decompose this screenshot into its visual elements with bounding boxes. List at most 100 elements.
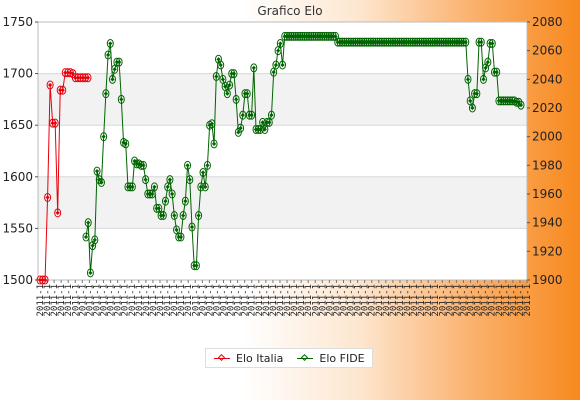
legend: Elo Italia Elo FIDE [205, 348, 373, 368]
data-point-elo-fide [482, 63, 490, 73]
data-marker-elo-italia [55, 210, 60, 216]
data-point-elo-fide [102, 89, 110, 99]
data-marker-elo-italia [47, 82, 53, 88]
data-marker-elo-fide [181, 213, 186, 218]
x-tick-label: 2011-1 [474, 284, 484, 317]
data-point-elo-fide [517, 100, 525, 110]
data-marker-elo-fide [216, 57, 221, 62]
data-point-elo-fide [488, 39, 496, 48]
data-marker-elo-fide [183, 199, 188, 204]
x-tick-label: 2011-1 [438, 284, 448, 317]
data-marker-elo-fide [178, 234, 184, 240]
right-tick-label: 2000 [532, 130, 563, 144]
data-point-elo-italia [51, 118, 59, 128]
data-point-elo-fide [106, 39, 114, 48]
grid-band [38, 73, 527, 126]
legend-label-elo-fide: Elo FIDE [319, 351, 365, 365]
x-tick-label: 2011-1 [332, 284, 342, 317]
data-point-elo-fide [82, 232, 90, 242]
data-point-elo-fide [86, 268, 94, 278]
data-point-elo-fide [237, 123, 245, 133]
data-marker-elo-fide [110, 77, 115, 82]
x-tick-label: 2011-1 [149, 284, 159, 317]
x-tick-label: 2011-1 [184, 284, 194, 317]
data-marker-elo-fide [225, 91, 230, 96]
data-point-elo-fide [468, 103, 476, 113]
x-tick-label: 2011-1 [516, 284, 526, 317]
x-tick-label: 2011-1 [424, 284, 434, 317]
data-point-elo-fide [139, 160, 147, 170]
legend-item-elo-fide: Elo FIDE [297, 351, 365, 365]
x-tick-label: 2011-1 [43, 284, 53, 317]
data-marker-elo-fide [94, 168, 100, 174]
data-marker-elo-fide [234, 97, 239, 102]
grid-band [38, 176, 527, 229]
x-tick-label: 2011-1 [361, 284, 371, 317]
data-point-elo-fide [89, 241, 97, 251]
data-point-elo-fide [166, 175, 174, 185]
x-tick-label: 2011-1 [417, 284, 427, 317]
data-point-elo-fide [210, 139, 218, 149]
data-point-elo-fide [243, 89, 251, 99]
data-marker-elo-fide [150, 191, 155, 197]
data-marker-elo-fide [123, 141, 128, 146]
x-tick-label: 2011-1 [163, 284, 173, 317]
data-point-elo-fide [515, 97, 523, 107]
data-point-elo-fide [104, 50, 112, 60]
data-marker-elo-fide [99, 180, 104, 185]
right-tick-label: 1980 [532, 158, 563, 172]
data-marker-elo-fide [141, 163, 146, 168]
data-point-elo-fide [150, 182, 158, 192]
left-tick-label: 1700 [2, 67, 33, 81]
x-tick-label: 2011-1 [142, 284, 152, 317]
x-tick-label: 2011-1 [297, 284, 307, 317]
data-point-elo-fide [232, 94, 240, 104]
data-point-elo-fide [117, 94, 125, 104]
x-tick-label: 2011-1 [290, 284, 300, 317]
data-marker-elo-fide [161, 213, 166, 218]
legend-item-elo-italia: Elo Italia [214, 352, 283, 365]
data-point-elo-fide [188, 222, 196, 232]
x-tick-label: 2011-1 [276, 284, 286, 317]
right-tick-label: 1900 [532, 273, 563, 287]
data-point-elo-italia [59, 85, 67, 95]
x-tick-label: 2011-1 [212, 284, 222, 317]
x-tick-label: 2011-1 [452, 284, 462, 317]
data-marker-elo-fide [227, 82, 232, 88]
data-marker-elo-fide [231, 71, 237, 76]
x-tick-label: 2011-1 [128, 284, 138, 317]
x-tick-label: 2011-1 [248, 284, 258, 317]
data-point-elo-fide [84, 218, 92, 228]
plot-border [37, 21, 528, 281]
data-point-elo-fide [201, 182, 209, 192]
data-marker-elo-fide [185, 163, 190, 168]
data-point-elo-fide [93, 166, 101, 176]
data-point-elo-fide [108, 74, 116, 84]
x-tick-label: 2011-1 [36, 284, 46, 317]
data-point-elo-fide [97, 178, 105, 188]
data-point-elo-fide [230, 69, 238, 79]
data-marker-elo-fide [90, 243, 95, 248]
data-point-elo-fide [122, 139, 130, 149]
right-tick-label: 1920 [532, 244, 563, 258]
x-tick-label: 2011-1 [234, 284, 244, 317]
data-point-elo-fide [142, 175, 150, 185]
data-marker-elo-italia [45, 195, 50, 200]
x-tick-label: 2011-1 [311, 284, 321, 317]
x-tick-label: 2011-1 [135, 284, 145, 317]
chart-title: Grafico Elo [257, 4, 323, 18]
x-tick-label: 2011-1 [325, 284, 335, 317]
data-marker-elo-fide [220, 77, 226, 82]
data-point-elo-italia [46, 80, 54, 90]
data-marker-elo-fide [240, 113, 245, 118]
data-point-elo-fide [226, 80, 234, 90]
x-tick-label: 2011-1 [368, 284, 378, 317]
data-marker-elo-fide [238, 125, 243, 131]
data-marker-elo-fide [167, 177, 173, 182]
data-point-elo-fide [493, 67, 501, 77]
x-tick-label: 2011-1 [57, 284, 67, 317]
legend-swatch-elo-fide [297, 353, 314, 363]
data-marker-elo-fide [218, 62, 223, 68]
data-point-elo-fide [170, 211, 178, 220]
